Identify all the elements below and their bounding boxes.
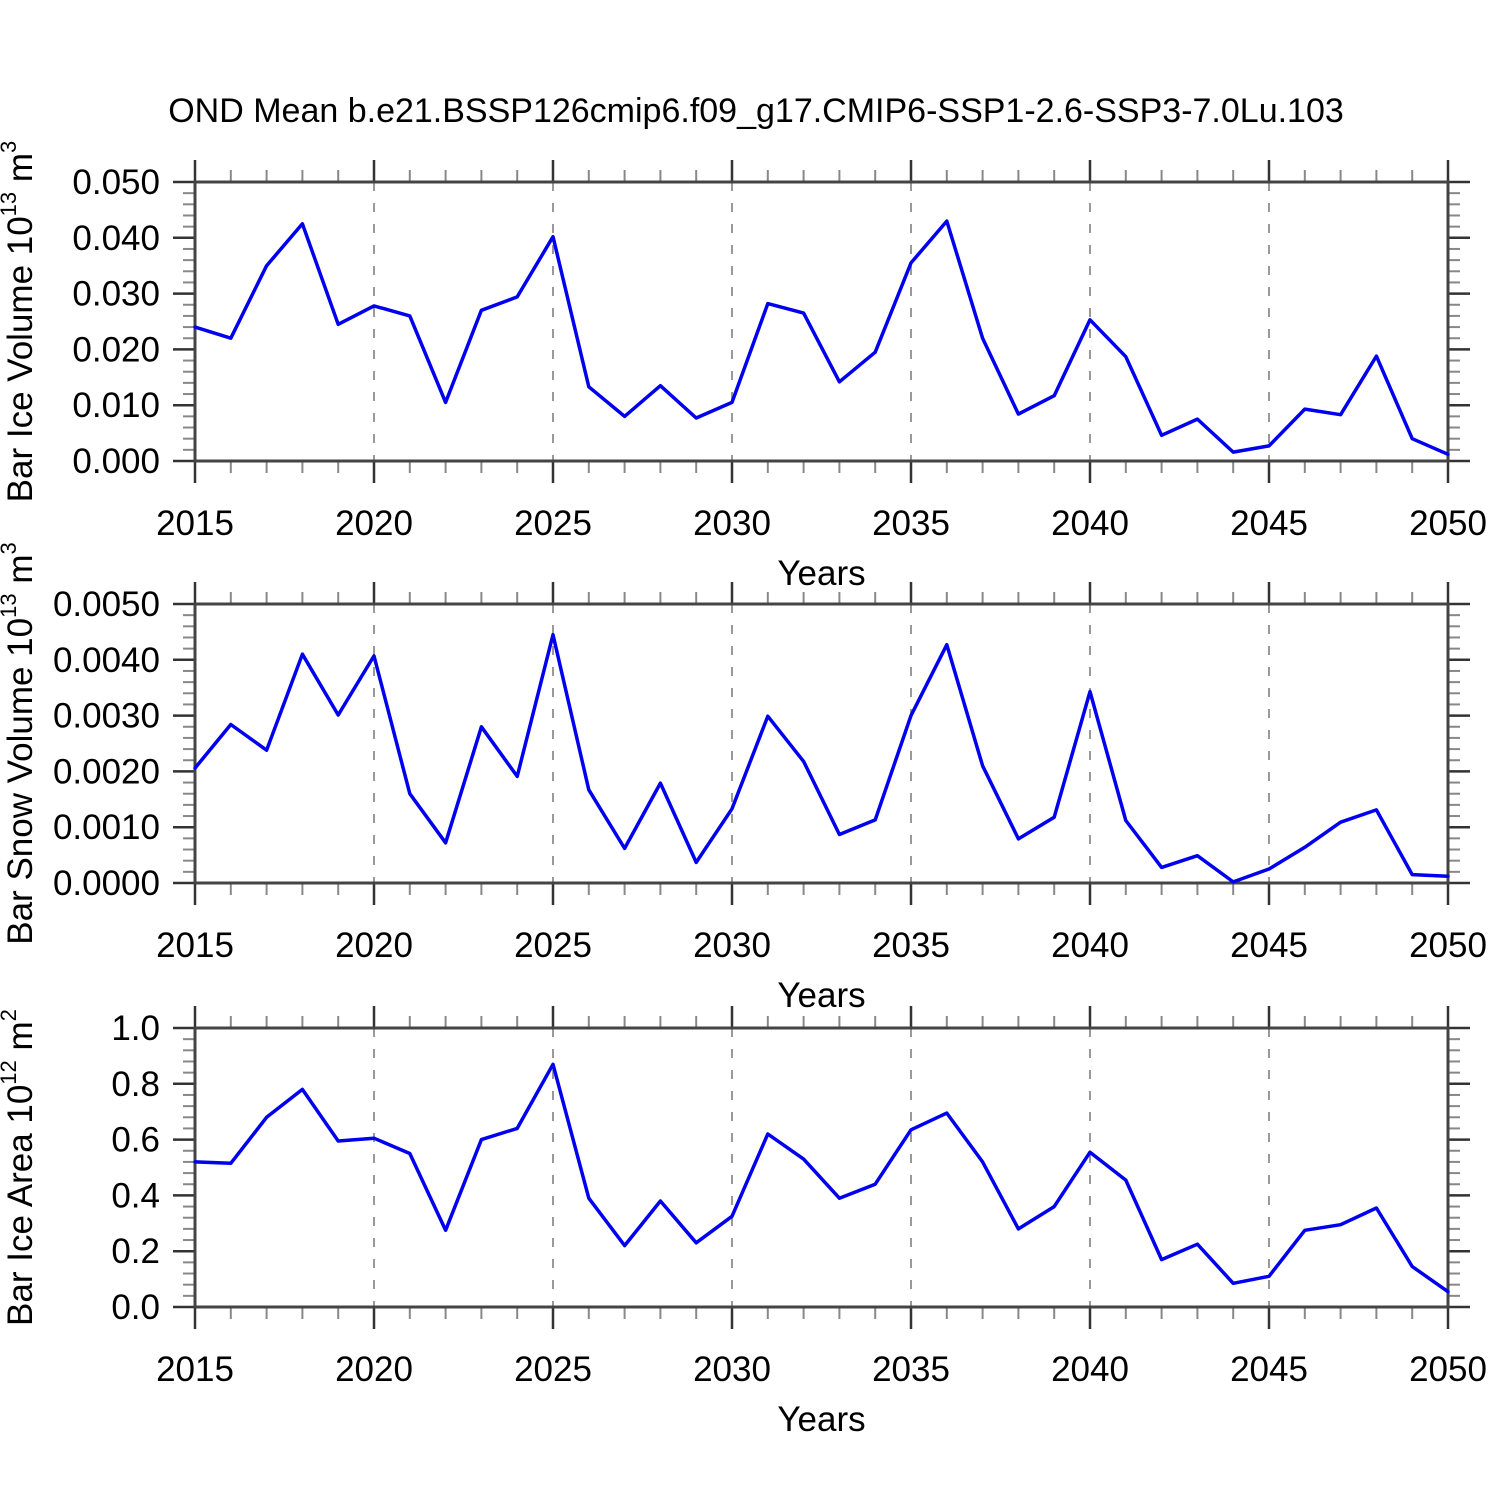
x-tick-label: 2040 [1051,926,1129,965]
plot-border [193,180,1450,463]
y-tick-label: 0.050 [72,163,160,202]
series-line-snow-volume [193,632,1450,884]
x-tick-label: 2045 [1230,926,1308,965]
chart-title: OND Mean b.e21.BSSP126cmip6.f09_g17.CMIP… [168,92,1344,130]
panel-snow-volume: 2015 2020 2025 2030 2035 2040 2045 2050 0.0000 0.… [0,542,1487,1015]
x-tick-label: 2025 [514,1350,592,1389]
x-tick-label: 2050 [1409,926,1487,965]
y-axis-title: Bar Snow Volume 1013 m3 [0,542,40,945]
y-tick-label: 0.0030 [53,697,160,736]
x-tick-label: 2020 [335,926,413,965]
y-tick-label: 0.0 [111,1288,160,1327]
x-tick-label: 2015 [156,926,234,965]
x-tick-label: 2050 [1409,1350,1487,1389]
panel-ice-volume: 2015 2020 2025 2030 2035 2040 2045 2050 0.000 0.0… [0,141,1487,593]
y-tick-label: 0.6 [111,1121,160,1160]
plot-border [193,1026,1450,1309]
y-tick-label: 0.8 [111,1065,160,1104]
x-tick-label: 2035 [872,504,950,543]
x-tick-label: 2015 [156,1350,234,1389]
y-tick-label: 0.040 [72,219,160,258]
y-tick-label: 0.0020 [53,752,160,791]
x-axis-title: Years [777,976,865,1015]
y-tick-label: 0.020 [72,330,160,369]
y-axis-title: Bar Ice Area 1012 m2 [0,1009,40,1326]
plot-border [193,602,1450,885]
y-tick-label: 0.2 [111,1232,160,1271]
y-tick-label: 0.0010 [53,808,160,847]
y-tick-label: 1.0 [111,1009,160,1048]
x-tick-label: 2025 [514,504,592,543]
series-line-ice-volume [193,219,1450,457]
x-tick-label: 2020 [335,1350,413,1389]
x-tick-label: 2030 [693,1350,771,1389]
x-tick-label: 2030 [693,504,771,543]
x-tick-label: 2030 [693,926,771,965]
x-axis-title: Years [777,554,865,593]
x-tick-label: 2040 [1051,1350,1129,1389]
x-tick-label: 2020 [335,504,413,543]
y-tick-label: 0.000 [72,442,160,481]
x-tick-label: 2045 [1230,504,1308,543]
y-tick-label: 0.0050 [53,585,160,624]
y-tick-label: 0.030 [72,275,160,314]
y-axis-title: Bar Ice Volume 1013 m3 [0,141,40,503]
y-tick-label: 0.010 [72,386,160,425]
y-tick-label: 0.0040 [53,641,160,680]
x-axis-title: Years [777,1400,865,1439]
x-tick-label: 2025 [514,926,592,965]
x-tick-label: 2035 [872,926,950,965]
x-tick-label: 2040 [1051,504,1129,543]
panel-ice-area: 2015 2020 2025 2030 2035 2040 2045 2050 0.0 0.2 0.… [0,1006,1487,1439]
series-line-ice-area [193,1062,1450,1294]
x-tick-label: 2050 [1409,504,1487,543]
x-tick-label: 2015 [156,504,234,543]
y-tick-label: 0.0000 [53,864,160,903]
x-tick-label: 2035 [872,1350,950,1389]
y-tick-label: 0.4 [111,1176,160,1215]
x-tick-label: 2045 [1230,1350,1308,1389]
